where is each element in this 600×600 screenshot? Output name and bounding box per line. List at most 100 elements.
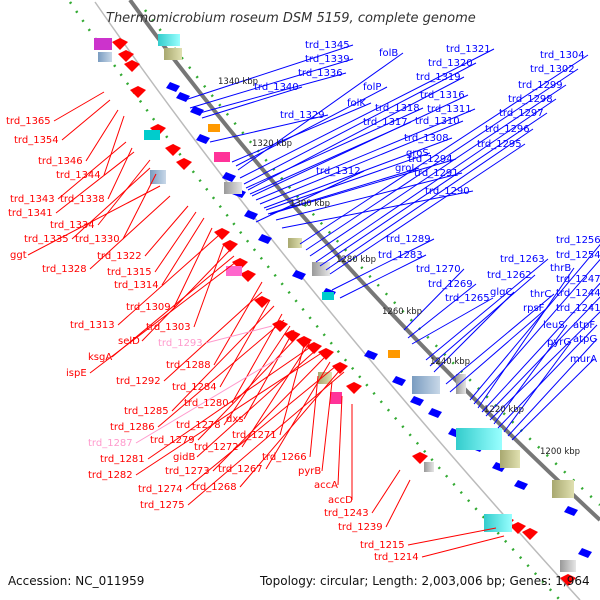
leader-line-rpsf <box>449 307 548 393</box>
gene-label-trd-1294: trd_1294 <box>408 154 453 165</box>
gene-label-trd-1313: trd_1313 <box>70 320 115 331</box>
gene-label-pyrg: pyrG <box>547 337 571 348</box>
gene-label-trd-1262: trd_1262 <box>487 270 532 281</box>
gene-label-trd-1291: trd_1291 <box>414 168 459 179</box>
gene-label-trd-1214: trd_1214 <box>374 552 419 563</box>
leader-line-folp <box>235 86 388 167</box>
gene-label-trd-1288: trd_1288 <box>166 360 211 371</box>
gene-label-trd-1282: trd_1282 <box>88 470 133 481</box>
accession-text: Accession: NC_011959 <box>8 574 145 588</box>
gene-label-trd-1215: trd_1215 <box>360 540 405 551</box>
leader-line-trd-1343 <box>57 141 127 200</box>
gene-label-folp: folP <box>363 82 381 93</box>
gene-label-trd-1247: trd_1247 <box>556 274 600 285</box>
gene-label-trd-1302: trd_1302 <box>530 64 575 75</box>
leader-line-trd-1315 <box>154 211 197 273</box>
leader-line-trd-1281 <box>147 345 313 460</box>
gene-label-trd-1317: trd_1317 <box>363 117 408 128</box>
gene-label-gros: groS <box>406 148 429 159</box>
gene-label-trd-1281: trd_1281 <box>100 454 145 465</box>
tick-label-1220-kbp: 1220 kbp <box>484 405 524 415</box>
gene-label-accd: accD <box>328 495 353 506</box>
leader-line-trd-1296 <box>325 128 534 271</box>
leader-line-leus <box>493 324 568 425</box>
gene-label-grol: groL <box>395 163 417 174</box>
gene-label-trd-1365: trd_1365 <box>6 116 51 127</box>
leader-line-pyrb <box>321 381 333 472</box>
leader-line-trd-1320 <box>243 62 477 185</box>
gene-label-trd-1320: trd_1320 <box>428 58 473 69</box>
gene-label-trd-1268: trd_1268 <box>192 482 237 493</box>
leader-line-trd-1270 <box>403 268 465 331</box>
leader-line-trd-1215 <box>407 527 497 546</box>
gene-label-ispe: ispE <box>66 368 87 379</box>
gene-label-trd-1271: trd_1271 <box>232 430 277 441</box>
gene-label-dxs: dxs <box>226 414 243 425</box>
leader-line-ksga <box>111 255 235 358</box>
gene-label-seld: selD <box>118 336 140 347</box>
gene-label-trd-1296: trd_1296 <box>485 124 530 135</box>
gene-label-trd-1354: trd_1354 <box>14 135 59 146</box>
leader-line-trd-1330 <box>122 173 157 240</box>
leader-line-trd-1279 <box>197 333 301 441</box>
gene-label-trd-1298: trd_1298 <box>508 94 553 105</box>
leader-line-trd-1339 <box>189 58 354 109</box>
gene-label-thrc: thrC <box>530 289 551 300</box>
leader-line-trd-1293 <box>205 325 273 344</box>
leader-line-trd-1292 <box>163 291 263 382</box>
tick-label-1240-kbp: 1240 kbp <box>430 357 470 367</box>
gene-label-trd-1254: trd_1254 <box>556 250 600 261</box>
gene-label-trd-1318: trd_1318 <box>375 103 420 114</box>
gene-label-trd-1280: trd_1280 <box>184 398 229 409</box>
leader-line-trd-1317 <box>249 121 412 195</box>
gene-label-atpf: atpF <box>573 320 595 331</box>
gene-label-trd-1278: trd_1278 <box>176 420 221 431</box>
kbp-ticks: 1340 kbp 1320 kbp 1300 kbp 1280 kbp 1260 kbp… <box>218 77 580 457</box>
leader-line-trd-1328 <box>89 195 171 270</box>
gene-label-trd-1263: trd_1263 <box>500 254 545 265</box>
leader-line-trd-1322 <box>144 205 189 257</box>
leader-line-trd-1341 <box>55 151 135 214</box>
leader-line-glgc <box>433 291 515 373</box>
leader-line-trd-1302 <box>305 68 579 251</box>
leader-line-trd-1310 <box>259 120 464 205</box>
leader-line-trd-1346 <box>85 109 119 162</box>
leader-line-pyrg <box>503 341 572 433</box>
gene-label-trd-1322: trd_1322 <box>97 251 142 262</box>
gene-label-trd-1339: trd_1339 <box>305 54 350 65</box>
leader-line-trd-1288 <box>213 281 263 366</box>
tick-label-1200-kbp: 1200 kbp <box>540 447 580 457</box>
gene-label-ggt: ggt <box>10 250 27 261</box>
gene-label-trd-1284: trd_1284 <box>172 382 217 393</box>
gene-label-trd-1309: trd_1309 <box>126 302 171 313</box>
leader-line-trd-1309 <box>173 227 213 308</box>
leader-line-trd-1284 <box>219 299 271 388</box>
gene-label-trd-1267: trd_1267 <box>218 464 263 475</box>
leader-line-trd-1269 <box>407 283 477 339</box>
gene-label-trd-1269: trd_1269 <box>428 279 473 290</box>
leader-line-trd-1344 <box>103 115 125 176</box>
gene-label-trd-1312: trd_1312 <box>316 166 361 177</box>
leader-line-trd-1340 <box>201 86 303 119</box>
leader-line-trd-1243 <box>371 469 401 514</box>
gene-label-trd-1346: trd_1346 <box>38 156 83 167</box>
gene-label-folk: folK <box>347 98 366 109</box>
gene-label-trd-1321: trd_1321 <box>446 44 491 55</box>
genome-summary-text: Topology: circular; Length: 2,003,006 bp… <box>260 574 590 588</box>
gene-label-trd-1265: trd_1265 <box>445 293 490 304</box>
gene-label-trd-1256: trd_1256 <box>556 235 600 246</box>
gene-label-trd-1340: trd_1340 <box>254 82 299 93</box>
gene-labels: trd_1345 trd_1339 trd_1336 trd_1340 trd_1329… <box>6 40 600 563</box>
outer-arc <box>94 1 581 600</box>
leader-line-atpf <box>497 324 598 429</box>
leader-line-trd-1285 <box>171 305 275 412</box>
gene-label-trd-1279: trd_1279 <box>150 435 195 446</box>
gene-label-acca: accA <box>314 480 338 491</box>
leader-line-trd-1304 <box>299 54 589 245</box>
leader-line-trd-1316 <box>251 94 469 197</box>
gene-label-gidb: gidB <box>173 452 195 463</box>
leader-line-trd-1290 <box>281 190 474 229</box>
leader-line-gidb <box>196 349 317 458</box>
gene-label-folb: folB <box>379 48 398 59</box>
